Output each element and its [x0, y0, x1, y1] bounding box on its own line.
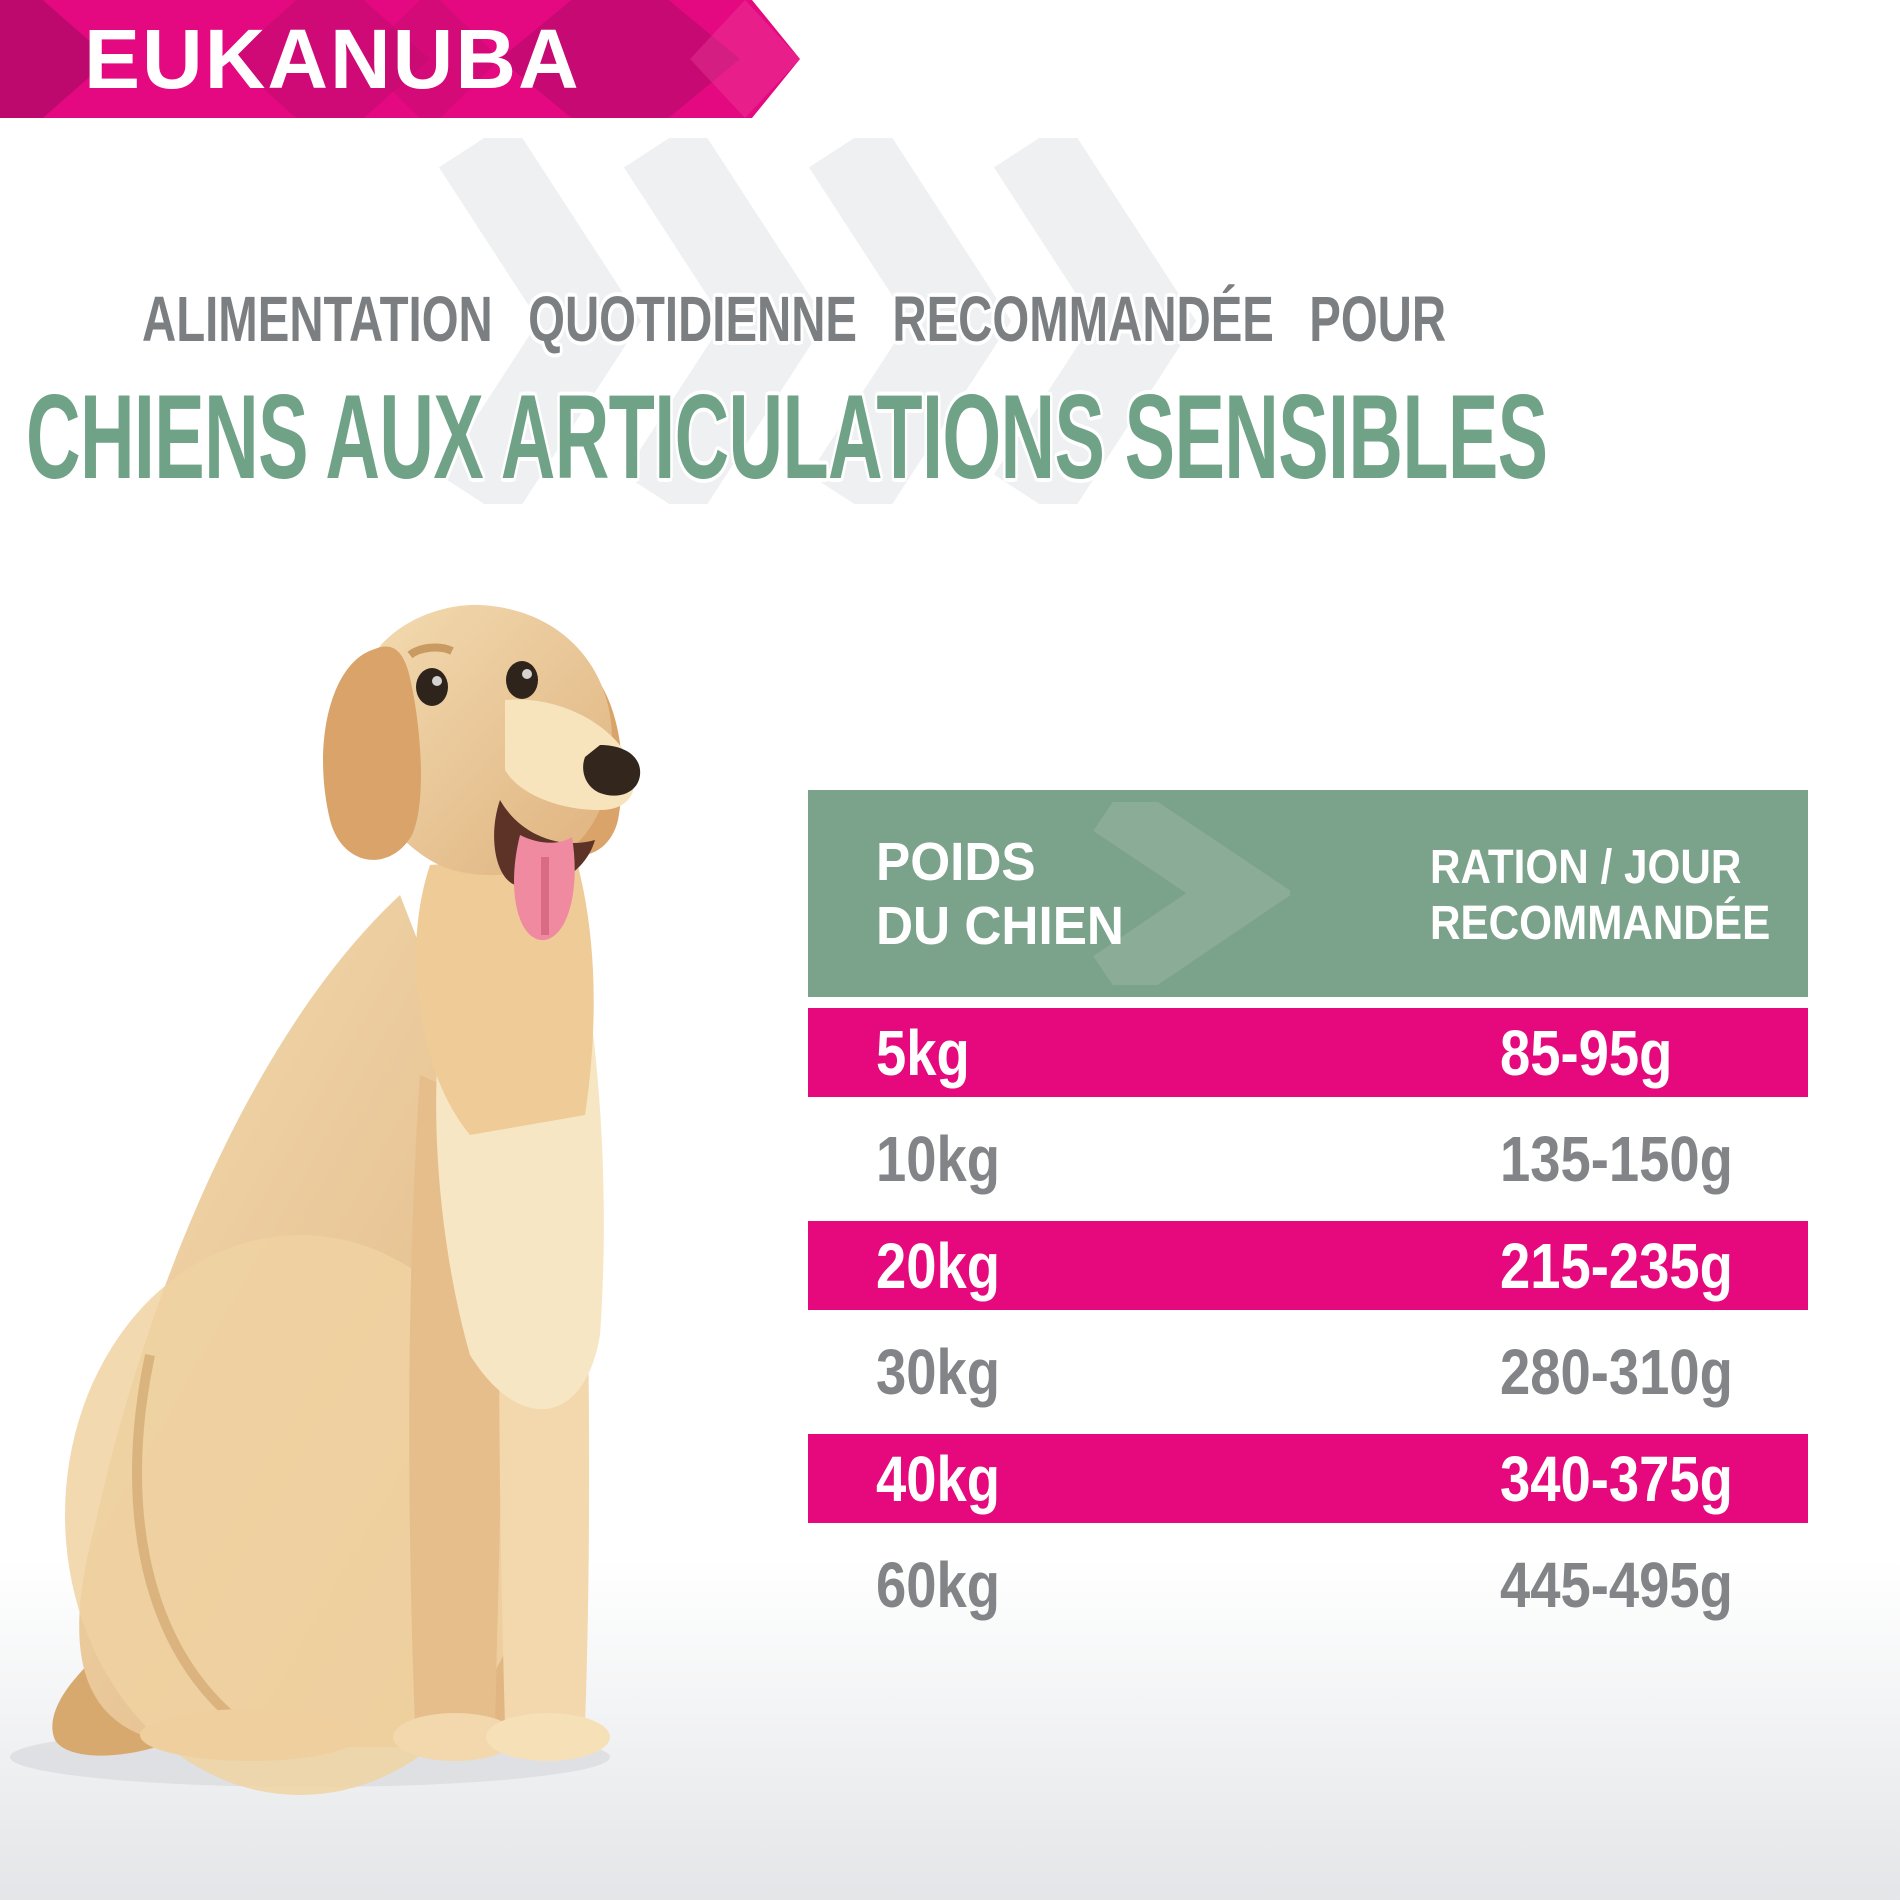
feeding-table: POIDS DU CHIEN RATION / JOUR RECOMMANDÉE…: [808, 790, 1808, 1647]
table-row: 5kg 85-95g: [808, 1008, 1808, 1097]
ration-cell: 85-95g: [1500, 1016, 1673, 1089]
table-body: 5kg 85-95g 10kg 135-150g 20kg 215-235g 30kg 280…: [808, 1008, 1808, 1647]
dog-photo: [10, 604, 641, 1795]
weight-cell: 20kg: [876, 1229, 1000, 1302]
weight-cell: 5kg: [876, 1016, 970, 1089]
weight-cell: 10kg: [876, 1123, 1000, 1195]
banner-diamond-pattern: [0, 0, 800, 118]
table-row: 30kg 280-310g: [808, 1310, 1808, 1434]
table-row: 20kg 215-235g: [808, 1221, 1808, 1310]
ration-cell: 280-310g: [1500, 1336, 1733, 1408]
ration-column-header: RATION / JOUR RECOMMANDÉE: [1430, 840, 1770, 952]
chevron-right-icon: [1093, 802, 1290, 985]
weight-cell: 30kg: [876, 1336, 1000, 1408]
table-row: 60kg 445-495g: [808, 1523, 1808, 1647]
table-row: 10kg 135-150g: [808, 1097, 1808, 1221]
weight-cell: 40kg: [876, 1442, 1000, 1515]
weight-header-line2: DU CHIEN: [876, 896, 1124, 956]
ration-header-line1: RATION / JOUR: [1430, 841, 1742, 894]
background-chevrons-decoration: [438, 138, 1197, 504]
weight-cell: 60kg: [876, 1549, 1000, 1621]
headline-line2: CHIENS AUX ARTICULATIONS SENSIBLES: [26, 370, 1548, 504]
weight-header-line1: POIDS: [876, 832, 1036, 892]
ration-cell: 340-375g: [1500, 1442, 1733, 1515]
brand-logo: EUKANUBA: [84, 12, 581, 106]
ration-cell: 135-150g: [1500, 1123, 1733, 1195]
ration-header-line2: RECOMMANDÉE: [1430, 897, 1771, 950]
brand-banner: EUKANUBA: [0, 0, 800, 118]
weight-column-header: POIDS DU CHIEN: [876, 830, 1124, 958]
headline-line1: ALIMENTATION QUOTIDIENNE RECOMMANDÉE POU…: [142, 283, 1447, 355]
table-row: 40kg 340-375g: [808, 1434, 1808, 1523]
table-header: POIDS DU CHIEN RATION / JOUR RECOMMANDÉE: [808, 790, 1808, 997]
ration-cell: 445-495g: [1500, 1549, 1733, 1621]
ration-cell: 215-235g: [1500, 1229, 1733, 1302]
